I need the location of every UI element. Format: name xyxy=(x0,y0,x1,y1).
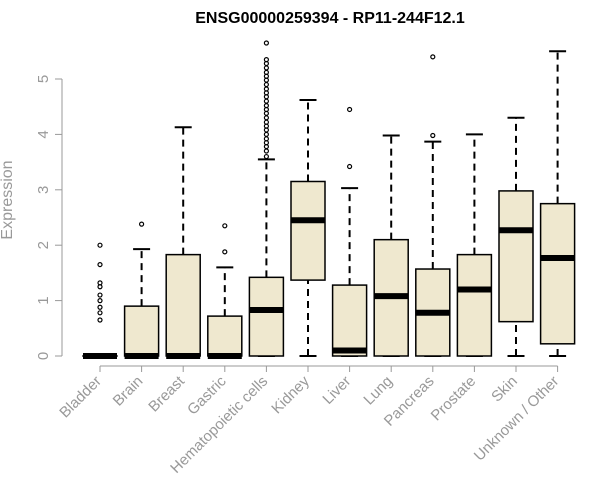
box-bladder xyxy=(82,242,118,359)
outlier-point xyxy=(430,54,436,60)
outlier-point xyxy=(97,242,103,248)
outlier-point xyxy=(97,261,103,268)
y-axis-label: Expression xyxy=(0,160,16,239)
x-tick-label: Liver xyxy=(319,373,354,408)
box-prostate xyxy=(456,133,493,357)
outlier-point xyxy=(263,153,269,160)
x-tick-label: Prostate xyxy=(428,373,480,425)
box-liver xyxy=(331,106,368,357)
y-tick-label: 3 xyxy=(35,186,52,194)
box-pancreas xyxy=(415,54,451,357)
outlier-point xyxy=(263,40,269,46)
x-tick-label: Brain xyxy=(110,373,147,410)
outlier-point xyxy=(263,98,269,104)
box-gastric xyxy=(207,223,243,359)
x-tick-label: Kidney xyxy=(268,372,313,417)
outlier-point xyxy=(347,163,353,170)
outlier-point xyxy=(263,131,269,137)
box-iqr xyxy=(207,315,243,357)
chart-title: ENSG00000259394 - RP11-244F12.1 xyxy=(195,10,465,27)
box-iqr xyxy=(331,284,368,357)
box-kidney xyxy=(290,99,326,357)
x-tick-label: Bladder xyxy=(56,373,105,422)
outlier-point xyxy=(263,119,269,125)
outlier-point xyxy=(263,148,269,154)
outlier-point xyxy=(222,223,228,229)
x-tick-label: Skin xyxy=(488,373,521,406)
box-skin xyxy=(498,116,534,357)
outlier-point xyxy=(222,249,228,255)
outlier-point xyxy=(97,298,103,304)
outlier-point xyxy=(263,81,269,88)
outlier-point xyxy=(97,317,103,323)
outlier-point xyxy=(139,221,145,227)
x-tick-label: Breast xyxy=(145,372,188,415)
outlier-point xyxy=(347,106,353,113)
y-tick-label: 4 xyxy=(35,130,52,138)
box-brain xyxy=(123,221,160,359)
box-iqr xyxy=(123,305,160,357)
box-iqr xyxy=(498,190,534,323)
box-iqr xyxy=(539,202,576,345)
outlier-point xyxy=(97,310,103,316)
x-tick-label: Lung xyxy=(360,373,396,409)
outlier-point xyxy=(263,86,269,92)
box-iqr xyxy=(165,253,201,357)
box-iqr xyxy=(290,180,326,281)
y-tick-label: 0 xyxy=(35,352,52,360)
outlier-point xyxy=(263,65,269,71)
outlier-point xyxy=(97,292,103,298)
boxes-group xyxy=(82,40,576,359)
box-iqr xyxy=(456,253,493,357)
outlier-point xyxy=(97,304,103,310)
box-iqr xyxy=(248,276,285,357)
outlier-point xyxy=(263,115,269,121)
box-lung xyxy=(373,134,409,357)
y-tick-label: 2 xyxy=(35,241,52,249)
box-unknown-other xyxy=(539,50,576,357)
outlier-point xyxy=(263,102,269,109)
y-axis: 0 1 2 3 4 5 xyxy=(35,75,63,360)
outlier-point xyxy=(97,280,103,286)
y-tick-label: 1 xyxy=(35,296,52,304)
box-hematopoietic-cells xyxy=(248,40,285,357)
box-breast xyxy=(165,126,201,359)
outlier-point xyxy=(263,69,269,75)
outlier-point xyxy=(263,57,269,63)
y-tick-label: 5 xyxy=(35,75,52,83)
outlier-point xyxy=(430,132,436,139)
